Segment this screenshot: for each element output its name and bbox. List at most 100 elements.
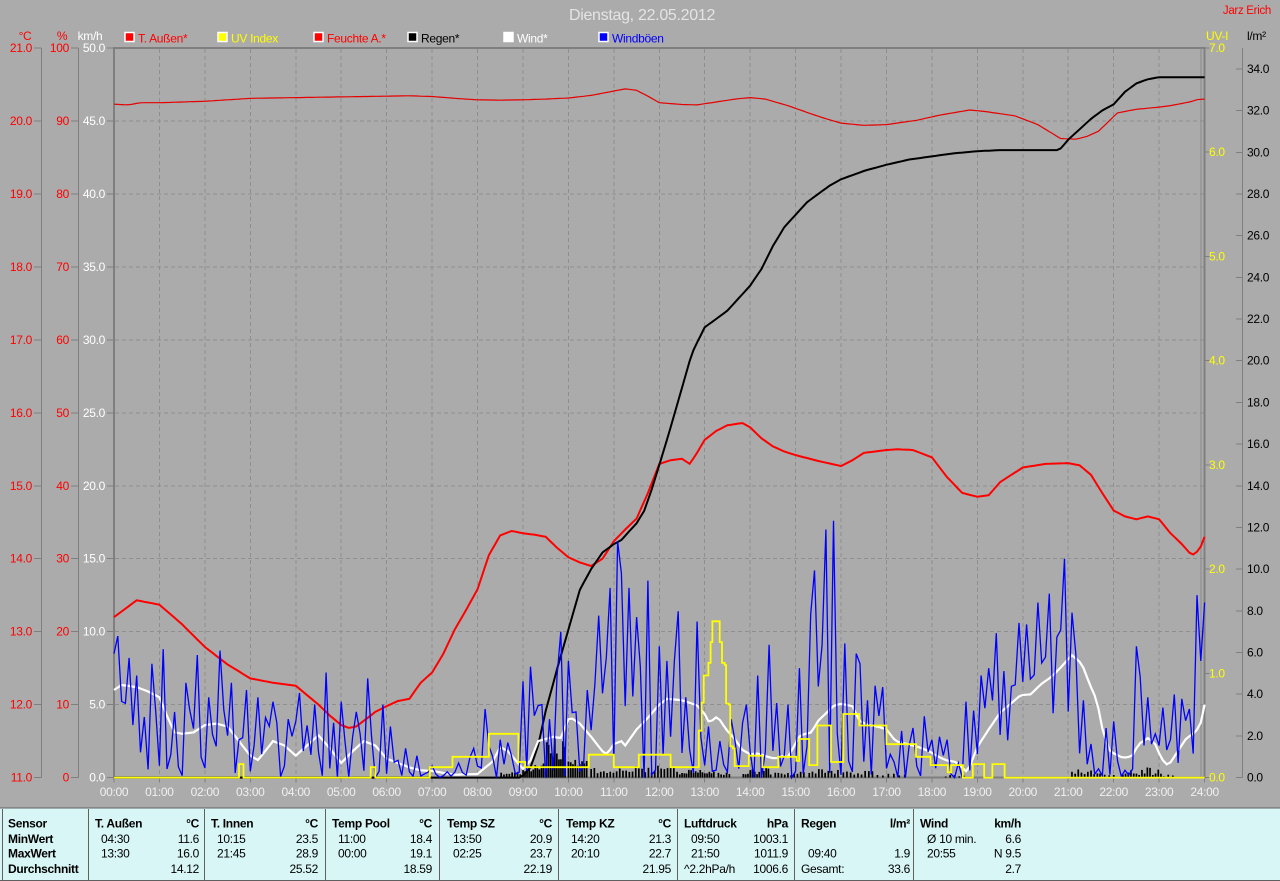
svg-text:33.6: 33.6 [888, 862, 911, 876]
svg-text:21.3: 21.3 [649, 832, 672, 846]
svg-text:1.0: 1.0 [1209, 666, 1225, 680]
svg-text:Temp SZ: Temp SZ [447, 816, 495, 830]
svg-text:100: 100 [50, 41, 70, 55]
svg-text:1006.6: 1006.6 [753, 862, 789, 876]
svg-text:Durchschnitt: Durchschnitt [8, 862, 79, 876]
svg-text:18.59: 18.59 [403, 862, 432, 876]
svg-text:°C: °C [305, 816, 318, 830]
svg-text:8.0: 8.0 [1247, 604, 1263, 618]
svg-text:0.0: 0.0 [1209, 771, 1225, 785]
svg-text:4.0: 4.0 [1247, 687, 1263, 701]
svg-text:Ø 10 min.: Ø 10 min. [927, 832, 976, 846]
svg-text:12.0: 12.0 [10, 698, 33, 712]
svg-text:18:00: 18:00 [918, 785, 947, 799]
svg-text:10: 10 [56, 698, 69, 712]
svg-text:15:00: 15:00 [781, 785, 810, 799]
svg-text:6.6: 6.6 [1005, 832, 1021, 846]
svg-text:21.95: 21.95 [642, 862, 671, 876]
svg-text:30: 30 [56, 552, 69, 566]
svg-text:11:00: 11:00 [338, 832, 366, 846]
svg-text:23.7: 23.7 [530, 846, 553, 860]
svg-text:km/h: km/h [78, 29, 103, 43]
svg-text:17:00: 17:00 [872, 785, 901, 799]
svg-text:30.0: 30.0 [1247, 145, 1270, 159]
svg-text:02:25: 02:25 [453, 846, 482, 860]
svg-text:Sensor: Sensor [8, 816, 48, 830]
svg-text:Wind: Wind [920, 816, 948, 830]
svg-text:14.0: 14.0 [1247, 479, 1270, 493]
svg-text:04:30: 04:30 [101, 832, 130, 846]
svg-text:10:15: 10:15 [217, 832, 246, 846]
svg-text:03:00: 03:00 [236, 785, 265, 799]
svg-text:°C: °C [19, 29, 32, 43]
svg-text:Jarz Erich: Jarz Erich [1223, 5, 1271, 17]
svg-text:Wind*: Wind* [517, 32, 548, 46]
svg-text:09:00: 09:00 [509, 785, 538, 799]
svg-text:16.0: 16.0 [177, 846, 200, 860]
svg-text:50: 50 [56, 406, 69, 420]
svg-text:19.0: 19.0 [10, 187, 33, 201]
svg-text:3.0: 3.0 [1209, 458, 1225, 472]
svg-text:20:10: 20:10 [571, 846, 600, 860]
svg-text:MaxWert: MaxWert [8, 846, 56, 860]
svg-text:22.0: 22.0 [1247, 312, 1270, 326]
svg-text:20.0: 20.0 [83, 479, 106, 493]
svg-text:80: 80 [56, 187, 69, 201]
svg-text:15.0: 15.0 [10, 479, 33, 493]
svg-text:T. Innen: T. Innen [211, 816, 253, 830]
svg-text:28.9: 28.9 [296, 846, 319, 860]
svg-text:T. Außen: T. Außen [95, 816, 142, 830]
svg-text:18.4: 18.4 [410, 832, 433, 846]
svg-text:16.0: 16.0 [1247, 437, 1270, 451]
svg-text:13:50: 13:50 [453, 832, 482, 846]
svg-text:20: 20 [56, 625, 69, 639]
svg-text:09:50: 09:50 [691, 832, 720, 846]
svg-text:0.0: 0.0 [89, 771, 105, 785]
svg-text:4.0: 4.0 [1209, 354, 1225, 368]
svg-text:11:00: 11:00 [600, 785, 628, 799]
svg-text:11.6: 11.6 [178, 832, 200, 846]
svg-text:20.0: 20.0 [10, 114, 33, 128]
svg-text:7.0: 7.0 [1209, 41, 1225, 55]
svg-text:2.0: 2.0 [1247, 729, 1263, 743]
svg-text:°C: °C [658, 816, 671, 830]
svg-text:1003.1: 1003.1 [753, 832, 789, 846]
svg-text:Windböen: Windböen [612, 32, 664, 46]
svg-text:5.0: 5.0 [89, 698, 105, 712]
svg-text:01:00: 01:00 [145, 785, 174, 799]
svg-text:%: % [57, 29, 68, 43]
svg-text:12.0: 12.0 [1247, 521, 1270, 535]
svg-text:30.0: 30.0 [83, 333, 106, 347]
svg-text:40: 40 [56, 479, 69, 493]
svg-text:°C: °C [539, 816, 552, 830]
svg-text:22:00: 22:00 [1099, 785, 1128, 799]
svg-text:13:00: 13:00 [690, 785, 719, 799]
svg-text:35.0: 35.0 [83, 260, 106, 274]
svg-text:UV-I: UV-I [1206, 29, 1228, 43]
svg-text:Luftdruck: Luftdruck [684, 816, 737, 830]
svg-text:0.0: 0.0 [1247, 771, 1263, 785]
svg-text:20:55: 20:55 [927, 846, 956, 860]
svg-text:6.0: 6.0 [1209, 145, 1225, 159]
svg-text:10:00: 10:00 [554, 785, 583, 799]
svg-text:18.0: 18.0 [10, 260, 33, 274]
svg-text:06:00: 06:00 [372, 785, 401, 799]
svg-text:16.0: 16.0 [10, 406, 33, 420]
svg-text:11.0: 11.0 [11, 771, 33, 785]
svg-text:20.0: 20.0 [1247, 354, 1270, 368]
svg-text:28.0: 28.0 [1247, 187, 1270, 201]
svg-text:Feuchte A.*: Feuchte A.* [327, 32, 386, 46]
svg-text:2.0: 2.0 [1209, 562, 1225, 576]
svg-text:l/m²: l/m² [1247, 29, 1266, 43]
svg-text:00:00: 00:00 [100, 785, 129, 799]
svg-text:25.0: 25.0 [83, 406, 106, 420]
svg-text:19.1: 19.1 [410, 846, 433, 860]
svg-text:10.0: 10.0 [83, 625, 106, 639]
svg-text:km/h: km/h [994, 816, 1021, 830]
svg-text:2.7: 2.7 [1005, 862, 1021, 876]
svg-text:N 9.5: N 9.5 [994, 846, 1022, 860]
svg-text:21:50: 21:50 [691, 846, 720, 860]
svg-text:21.0: 21.0 [10, 41, 33, 55]
svg-text:07:00: 07:00 [418, 785, 447, 799]
svg-text:Gesamt:: Gesamt: [801, 862, 844, 876]
